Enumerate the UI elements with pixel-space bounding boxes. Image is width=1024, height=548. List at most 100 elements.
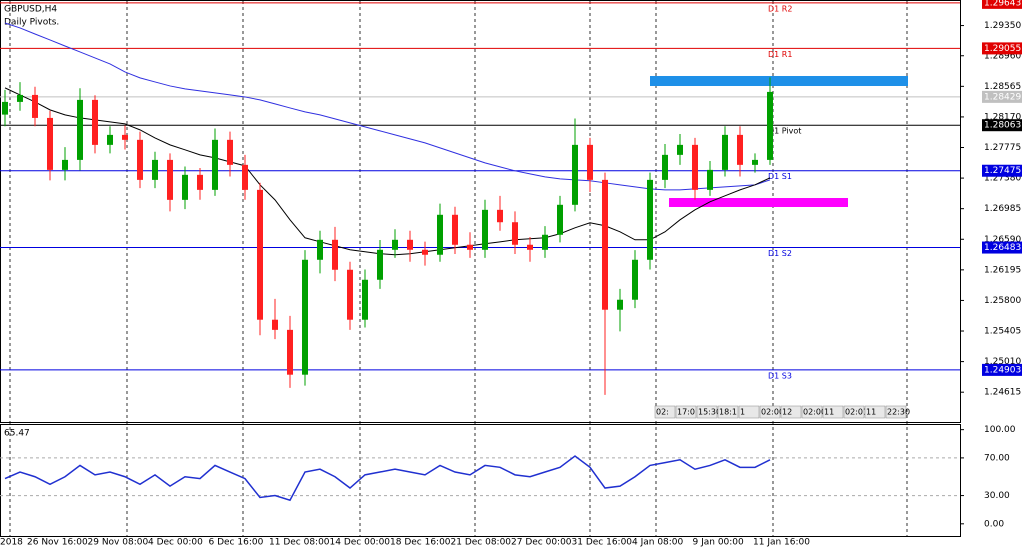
- candle-body: [542, 234, 548, 250]
- candle-body: [197, 174, 203, 190]
- pivot-price-box: [982, 0, 1022, 9]
- rsi-tick-label: 30.00: [984, 491, 1010, 501]
- y-tick-label: 1.27775: [984, 143, 1021, 153]
- time-marker: 12: [782, 408, 792, 417]
- time-marker-box: [885, 405, 907, 419]
- pivot-price-box: [982, 164, 1022, 177]
- candle-body: [92, 99, 98, 145]
- x-tick-label: 6 Dec 16:00: [209, 538, 264, 548]
- candle-body: [2, 101, 8, 115]
- x-tick-label: 9 Jan 00:00: [693, 538, 745, 548]
- time-marker: 15:30: [698, 408, 721, 417]
- time-marker: 17:0: [677, 408, 695, 417]
- time-marker: 11: [866, 408, 876, 417]
- candle-body: [572, 144, 578, 205]
- pivot-price-box: [982, 363, 1022, 376]
- candle-body: [467, 244, 473, 250]
- pivot-name: D1 S2: [768, 249, 792, 258]
- time-marker: 18:1: [719, 408, 737, 417]
- candle-body: [62, 159, 68, 170]
- y-tick-label: 1.26195: [984, 265, 1021, 275]
- candle-body: [497, 209, 503, 223]
- moving-average: [4, 22, 771, 191]
- candle-body: [17, 94, 23, 102]
- pivot-price-label: 1.26483: [984, 243, 1021, 253]
- candle-body: [167, 159, 173, 200]
- candle-body: [122, 134, 128, 140]
- pivot-price-label: 1.29055: [984, 44, 1021, 54]
- rsi-line: [4, 455, 771, 502]
- candle-body: [647, 179, 653, 260]
- candle-body: [32, 94, 38, 118]
- candle-body: [677, 144, 683, 155]
- current-price-label: 1.28429: [984, 92, 1021, 102]
- x-tick-label: 27 Dec 00:00: [511, 538, 572, 548]
- x-tick-label: 2018: [0, 538, 23, 548]
- pivot-price-box: [982, 241, 1022, 254]
- candle-body: [377, 249, 383, 280]
- candle-body: [392, 239, 398, 250]
- y-tick-label: 1.26985: [984, 204, 1021, 214]
- candle-body: [77, 99, 83, 160]
- candle-body: [557, 204, 563, 235]
- candle-body: [512, 222, 518, 245]
- y-tick-label: 1.29350: [984, 21, 1021, 31]
- y-tick-label: 1.28170: [984, 112, 1021, 122]
- candle-body: [362, 279, 368, 320]
- candle-body: [722, 134, 728, 170]
- candle-body: [737, 134, 743, 165]
- candle-body: [287, 329, 293, 375]
- candle-body: [617, 299, 623, 310]
- time-marker-box: [717, 405, 739, 419]
- candle-body: [347, 269, 353, 320]
- time-marker-box: [801, 405, 823, 419]
- pivot-name: D1 R2: [768, 4, 792, 13]
- candle-body: [107, 134, 113, 145]
- current-price-box: [982, 90, 1022, 103]
- background-layer: [0, 1, 960, 536]
- candle-body: [212, 139, 218, 190]
- candle-body: [242, 164, 248, 190]
- moving-average: [4, 87, 771, 256]
- chart-title: GBPUSD,H4: [4, 5, 57, 15]
- pivot-name: D1 R1: [768, 50, 792, 59]
- main-panel-frame: [0, 0, 961, 423]
- y-tick-label: 1.25010: [984, 357, 1021, 367]
- rsi-panel-frame: [0, 424, 961, 537]
- candle-body: [182, 174, 188, 200]
- y-tick-label: 1.28960: [984, 51, 1021, 61]
- y-tick-label: 1.27380: [984, 174, 1021, 184]
- pivot-price-label: 1.24903: [984, 365, 1021, 375]
- candle-body: [692, 144, 698, 190]
- time-marker: 1: [740, 408, 745, 417]
- candle-body: [317, 239, 323, 260]
- y-tick-label: 1.26590: [984, 235, 1021, 245]
- x-tick-label: 18 Dec 16:00: [390, 538, 451, 548]
- candle-body: [602, 179, 608, 310]
- x-tick-label: 29 Nov 08:00: [88, 538, 149, 548]
- candle-body: [482, 209, 488, 250]
- candle-body: [137, 139, 143, 180]
- y-tick-label: 1.28565: [984, 82, 1021, 92]
- time-marker: 02:01: [845, 408, 868, 417]
- time-marker-box: [696, 405, 718, 419]
- time-marker: 11: [824, 408, 834, 417]
- time-marker-box: [759, 405, 781, 419]
- x-tick-label: 21 Dec 08:00: [451, 538, 512, 548]
- rsi-tick-label: 0.00: [984, 519, 1004, 529]
- candle-body: [227, 139, 233, 165]
- candle-body: [587, 144, 593, 180]
- time-marker: 02:00: [803, 408, 826, 417]
- candle-body: [767, 91, 773, 160]
- candle-body: [152, 159, 158, 180]
- pivot-name: D1 Pivot: [768, 127, 801, 136]
- pivot-price-box: [982, 119, 1022, 132]
- candle-body: [452, 214, 458, 245]
- candle-body: [257, 189, 263, 320]
- time-marker-box: [654, 405, 676, 419]
- x-tick-label: 4 Jan 08:00: [632, 538, 684, 548]
- pivot-price-label: 1.27475: [984, 166, 1021, 176]
- x-tick-label: 14 Dec 00:00: [330, 538, 391, 548]
- candle-body: [47, 117, 53, 170]
